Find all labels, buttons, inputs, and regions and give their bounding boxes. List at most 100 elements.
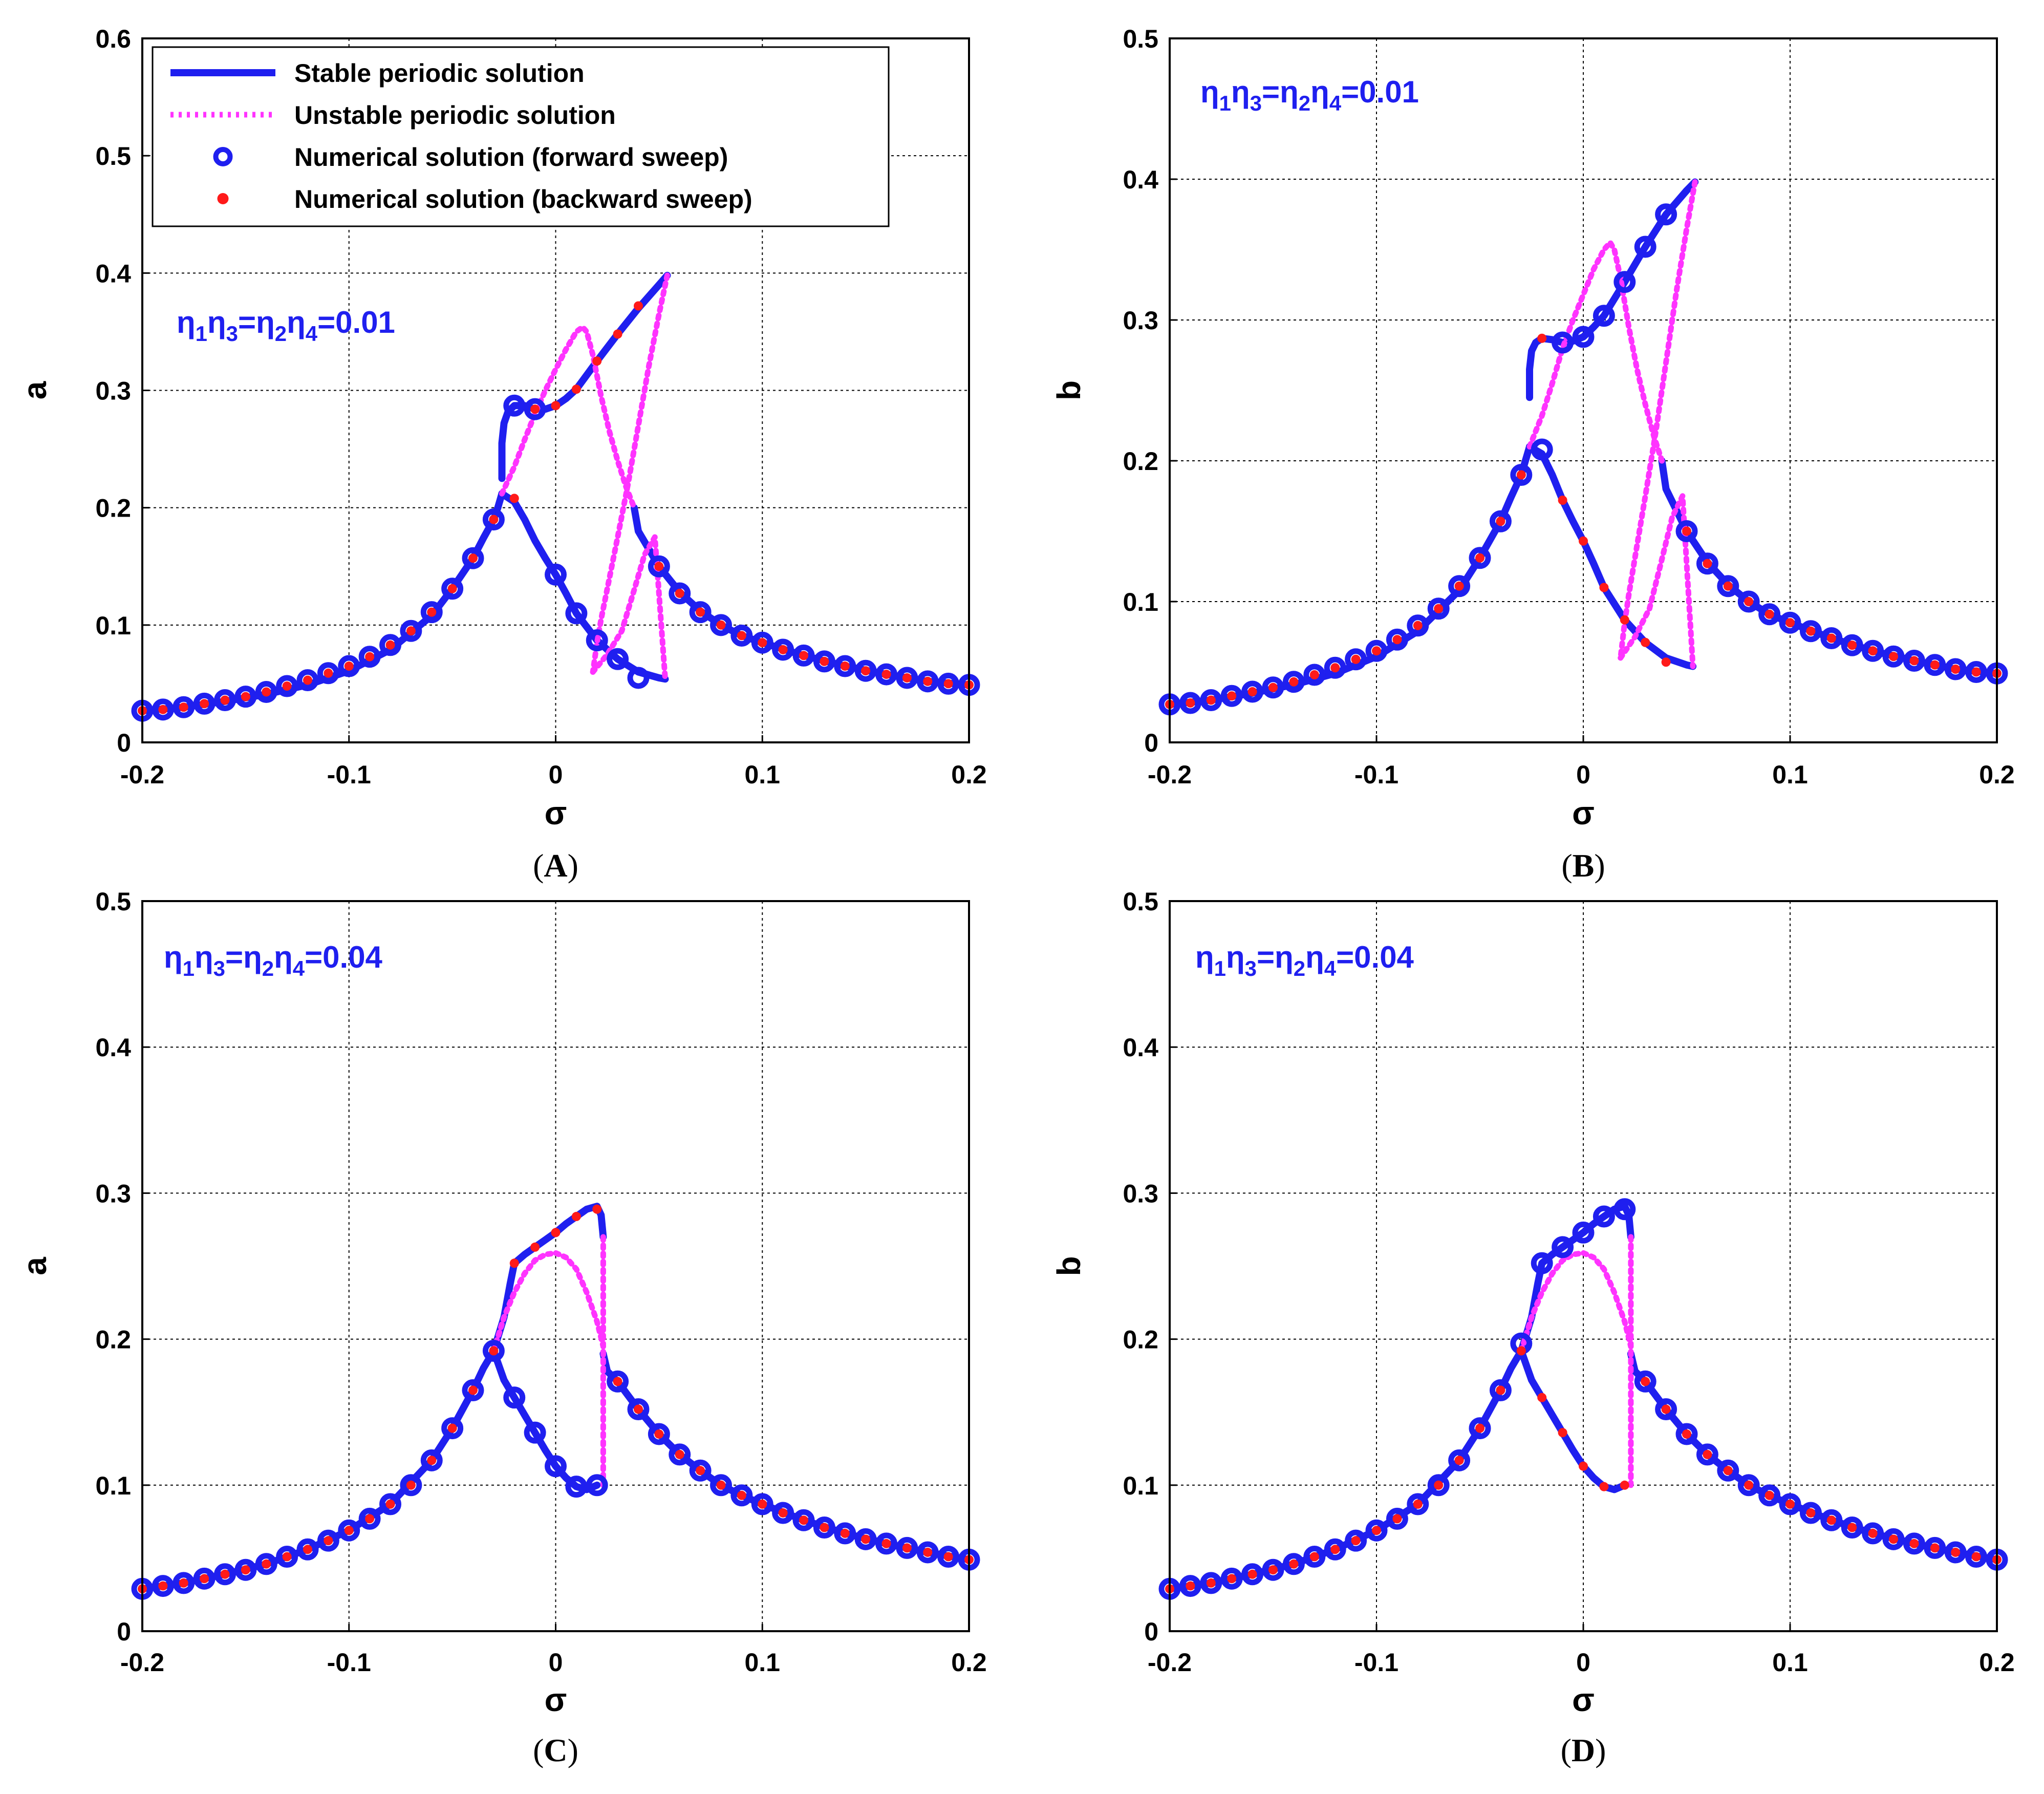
unstable-solution-line xyxy=(490,1250,606,1354)
forward-sweep-point xyxy=(296,669,319,692)
backward-sweep-point xyxy=(1496,517,1505,526)
y-axis-label: b xyxy=(1050,1256,1087,1276)
y-tick-label: 0.5 xyxy=(95,887,131,916)
backward-sweep-point xyxy=(324,668,333,678)
forward-sweep-point xyxy=(420,601,443,624)
x-tick-label: 0.1 xyxy=(1772,1648,1808,1677)
backward-sweep-point xyxy=(1537,1393,1547,1402)
backward-sweep-point xyxy=(1516,1346,1526,1356)
backward-sweep-point xyxy=(1744,597,1754,606)
backward-sweep-point xyxy=(1247,687,1257,696)
backward-sweep-point xyxy=(881,670,891,679)
forward-sweep-point xyxy=(1903,1532,1925,1555)
forward-sweep-point xyxy=(296,1538,319,1561)
legend-swatch-forward xyxy=(213,147,233,166)
backward-sweep-point xyxy=(1765,1490,1774,1500)
backward-sweep-point xyxy=(1682,526,1691,536)
forward-sweep-point xyxy=(1634,236,1656,258)
panel-label: (C) xyxy=(533,1732,578,1768)
x-tick-label: 0 xyxy=(1576,760,1590,789)
backward-sweep-point xyxy=(427,607,437,617)
panel-label: (A) xyxy=(533,847,578,884)
x-axis-label: σ xyxy=(1572,1681,1595,1718)
backward-sweep-point xyxy=(1909,656,1919,666)
series-group xyxy=(1158,178,2008,716)
forward-sweep-point xyxy=(689,1459,712,1482)
y-axis-label: a xyxy=(16,381,53,399)
forward-sweep-point xyxy=(545,563,567,586)
forward-sweep-point xyxy=(338,1519,360,1542)
forward-sweep-point xyxy=(1303,664,1326,686)
backward-sweep-point xyxy=(1227,1574,1237,1584)
backward-sweep-point xyxy=(1599,583,1609,592)
forward-sweep-point xyxy=(317,662,339,685)
forward-sweep-point xyxy=(482,1339,505,1362)
forward-sweep-point xyxy=(648,1423,670,1445)
panel-label-open: ( xyxy=(1561,847,1572,884)
annotation-subscript: 1 xyxy=(1219,91,1231,115)
legend-label: Unstable periodic solution xyxy=(294,101,616,130)
x-tick-label: 0.1 xyxy=(1772,760,1808,789)
forward-sweep-point xyxy=(1282,671,1305,693)
backward-sweep-point xyxy=(1971,1552,1981,1562)
backward-sweep-point xyxy=(468,1385,478,1395)
backward-sweep-point xyxy=(571,385,581,394)
forward-sweep-point xyxy=(1531,438,1553,461)
y-tick-label: 0 xyxy=(1144,1617,1158,1646)
backward-sweep-point xyxy=(344,661,354,671)
backward-sweep-point xyxy=(551,1228,561,1237)
parameter-annotation: η1η3=η2η4=0.01 xyxy=(177,305,395,346)
backward-sweep-point xyxy=(592,356,602,366)
parameter-annotation: η1η3=η2η4=0.01 xyxy=(1200,75,1419,115)
backward-sweep-point xyxy=(1785,1499,1795,1509)
backward-sweep-point xyxy=(840,1528,850,1538)
annotation-part: =η xyxy=(238,305,275,339)
forward-sweep-point xyxy=(1427,1474,1450,1497)
backward-sweep-point xyxy=(675,588,684,598)
y-tick-label: 0.3 xyxy=(1123,306,1158,335)
annotation-subscript: 2 xyxy=(275,322,287,346)
parameter-annotation: η1η3=η2η4=0.04 xyxy=(164,940,383,980)
y-tick-label: 0.4 xyxy=(1123,165,1158,194)
annotation-part: =η xyxy=(1257,940,1294,974)
forward-sweep-point xyxy=(1593,1205,1615,1228)
forward-sweep-point xyxy=(1282,1553,1305,1575)
backward-sweep-point xyxy=(1537,333,1547,343)
x-tick-label: -0.2 xyxy=(1148,760,1192,789)
backward-sweep-point xyxy=(1351,654,1361,664)
forward-sweep-point xyxy=(772,1502,794,1524)
forward-sweep-point xyxy=(482,508,505,531)
x-tick-label: -0.2 xyxy=(1148,1648,1192,1677)
backward-sweep-point xyxy=(1847,640,1857,650)
forward-sweep-point xyxy=(710,1474,732,1497)
forward-sweep-point xyxy=(1820,1509,1843,1531)
backward-sweep-point xyxy=(861,1534,871,1544)
annotation-subscript: 1 xyxy=(196,322,207,346)
annotation-part: η xyxy=(287,305,306,339)
forward-sweep-point xyxy=(1882,645,1905,668)
backward-sweep-point xyxy=(1661,657,1671,667)
forward-sweep-point xyxy=(400,1474,422,1497)
backward-sweep-point xyxy=(820,1523,829,1532)
backward-sweep-markers xyxy=(1165,333,2002,709)
annotation-subscript: 3 xyxy=(1250,91,1262,115)
backward-sweep-point xyxy=(200,1574,209,1584)
forward-sweep-point xyxy=(689,601,712,624)
annotation-subscript: 3 xyxy=(213,956,225,980)
annotation-part: η xyxy=(274,940,293,974)
stable-solution-line xyxy=(1526,443,1697,670)
forward-sweep-point xyxy=(937,672,960,695)
backward-sweep-point xyxy=(1206,1578,1216,1588)
unstable-solution-line xyxy=(590,272,670,675)
backward-sweep-point xyxy=(716,1480,726,1490)
x-tick-label: 0 xyxy=(549,1648,563,1677)
forward-sweep-point xyxy=(1862,1522,1884,1545)
y-tick-label: 0.2 xyxy=(95,494,131,523)
backward-sweep-point xyxy=(902,673,912,682)
x-tick-label: 0.2 xyxy=(951,1648,987,1677)
forward-sweep-point xyxy=(358,1507,381,1530)
forward-sweep-point xyxy=(545,1455,567,1478)
forward-sweep-point xyxy=(503,394,526,417)
forward-sweep-point xyxy=(1241,680,1264,703)
backward-sweep-point xyxy=(1413,621,1423,630)
